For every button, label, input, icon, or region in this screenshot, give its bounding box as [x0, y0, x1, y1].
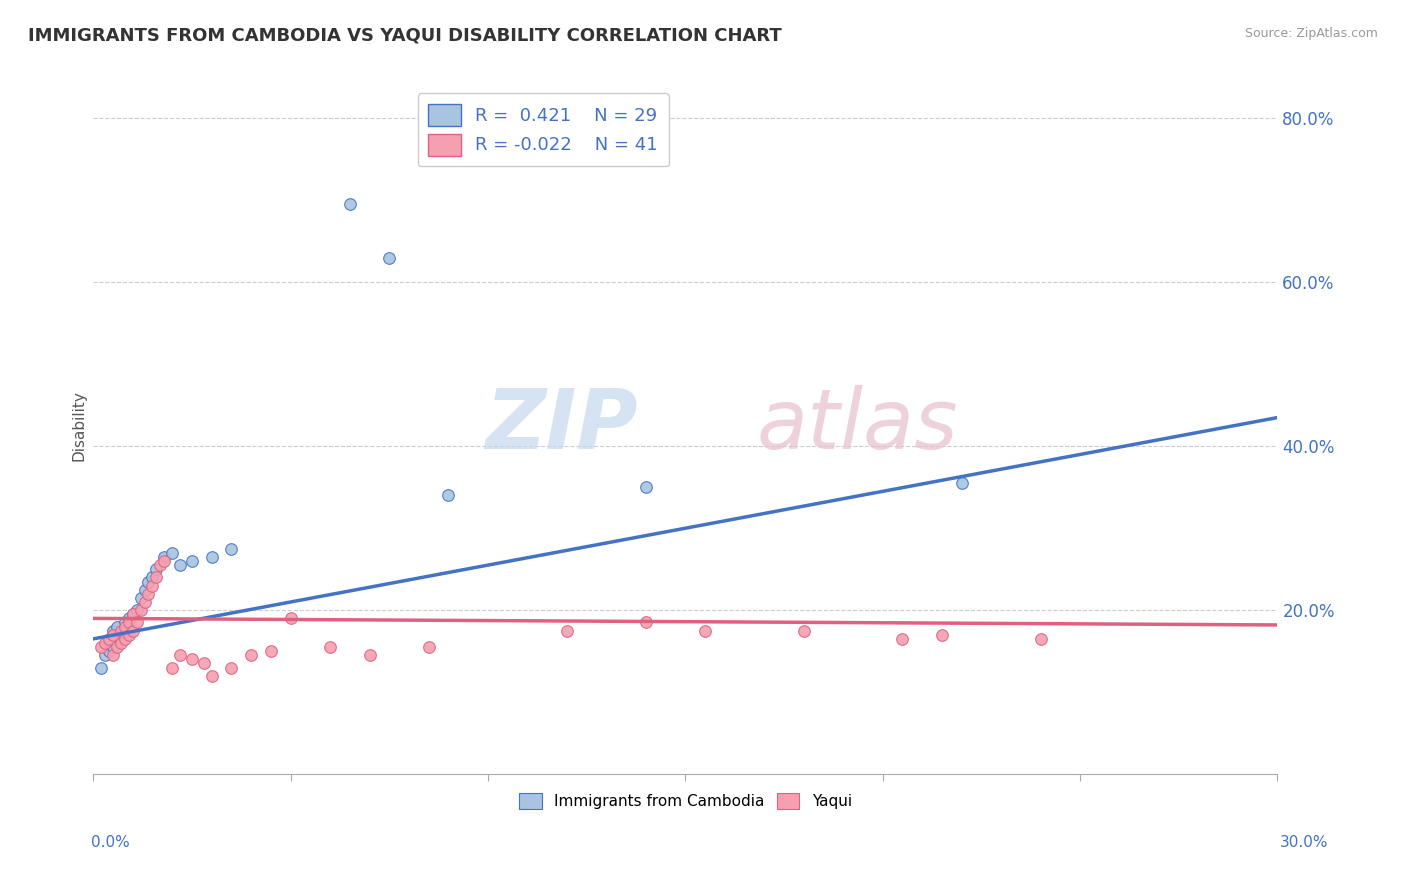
Point: [121, 624, 143, 638]
Point: [101, 640, 124, 654]
Point: [950, 476, 973, 491]
Point: [101, 628, 124, 642]
Point: [138, 587, 160, 601]
Point: [437, 488, 460, 502]
Point: [105, 619, 128, 633]
Point: [121, 607, 143, 622]
Point: [891, 632, 914, 646]
Point: [110, 636, 132, 650]
Point: [121, 607, 143, 622]
Point: [129, 591, 152, 605]
Point: [114, 632, 136, 646]
Text: 0.0%: 0.0%: [91, 836, 131, 850]
Point: [149, 558, 172, 573]
Point: [221, 660, 243, 674]
Point: [101, 648, 124, 663]
Point: [339, 197, 361, 211]
Point: [160, 660, 183, 674]
Point: [240, 648, 263, 663]
Point: [98, 644, 121, 658]
Point: [260, 644, 283, 658]
Point: [134, 595, 156, 609]
Legend: Immigrants from Cambodia, Yaqui: Immigrants from Cambodia, Yaqui: [513, 787, 858, 815]
Point: [98, 632, 121, 646]
Point: [180, 652, 202, 666]
Point: [134, 582, 156, 597]
Point: [118, 615, 141, 630]
Point: [193, 657, 215, 671]
Point: [359, 648, 381, 663]
Point: [634, 480, 657, 494]
Point: [94, 648, 117, 663]
Point: [110, 624, 132, 638]
Point: [280, 611, 302, 625]
Point: [169, 558, 191, 573]
Point: [138, 574, 160, 589]
Point: [90, 640, 112, 654]
Point: [105, 640, 128, 654]
Point: [418, 640, 440, 654]
Text: 30.0%: 30.0%: [1281, 836, 1329, 850]
Point: [105, 632, 128, 646]
Point: [153, 554, 176, 568]
Point: [90, 660, 112, 674]
Point: [101, 624, 124, 638]
Point: [221, 541, 243, 556]
Y-axis label: Disability: Disability: [72, 391, 86, 461]
Point: [555, 624, 578, 638]
Point: [319, 640, 342, 654]
Point: [931, 628, 953, 642]
Point: [98, 636, 121, 650]
Point: [145, 570, 167, 584]
Text: atlas: atlas: [756, 385, 957, 467]
Point: [125, 603, 148, 617]
Point: [125, 615, 148, 630]
Point: [153, 549, 176, 564]
Point: [94, 636, 117, 650]
Point: [110, 628, 132, 642]
Point: [201, 669, 224, 683]
Point: [180, 554, 202, 568]
Point: [114, 615, 136, 630]
Point: [378, 251, 401, 265]
Point: [118, 628, 141, 642]
Point: [693, 624, 716, 638]
Point: [141, 579, 163, 593]
Point: [129, 603, 152, 617]
Point: [201, 549, 224, 564]
Point: [793, 624, 815, 638]
Point: [1029, 632, 1052, 646]
Text: ZIP: ZIP: [485, 385, 638, 467]
Point: [169, 648, 191, 663]
Point: [160, 546, 183, 560]
Text: Source: ZipAtlas.com: Source: ZipAtlas.com: [1244, 27, 1378, 40]
Point: [145, 562, 167, 576]
Text: IMMIGRANTS FROM CAMBODIA VS YAQUI DISABILITY CORRELATION CHART: IMMIGRANTS FROM CAMBODIA VS YAQUI DISABI…: [28, 27, 782, 45]
Point: [114, 619, 136, 633]
Point: [634, 615, 657, 630]
Point: [118, 611, 141, 625]
Point: [141, 570, 163, 584]
